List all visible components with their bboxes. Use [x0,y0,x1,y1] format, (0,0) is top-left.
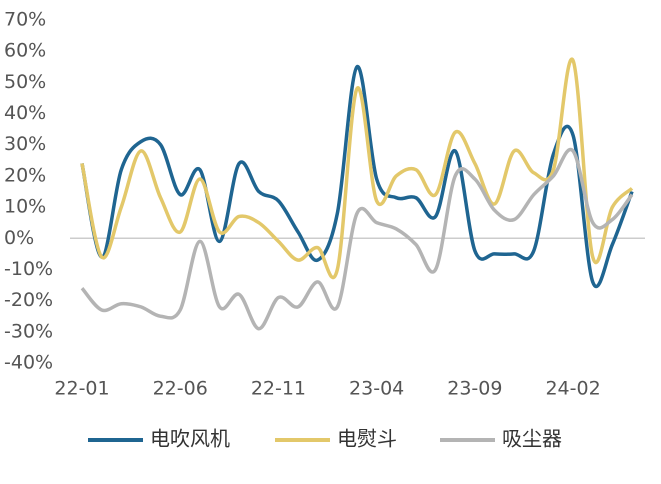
y-tick-label: 20% [4,164,46,186]
legend-label: 电熨斗 [337,427,397,451]
y-tick-label: 10% [4,196,46,218]
y-tick-label: -40% [4,352,53,374]
line [80,65,634,289]
y-tick-label: 0% [4,227,34,249]
y-tick-label: 30% [4,133,46,155]
x-tick-label: 22-01 [54,378,109,400]
legend-label: 电吹风机 [150,427,230,451]
legend-label: 吸尘器 [502,427,562,451]
y-tick-label: 40% [4,102,46,124]
y-tick-label: 50% [4,71,46,93]
x-tick-label: 23-09 [447,378,502,400]
y-tick-label: 60% [4,40,46,62]
x-tick-label: 24-02 [545,378,600,400]
line [80,147,634,331]
y-tick-label: -20% [4,289,53,311]
x-tick-label: 22-06 [153,378,208,400]
line [80,57,634,280]
x-tick-label: 23-04 [349,378,404,400]
y-tick-label: -30% [4,320,53,342]
y-tick-label: 70% [4,9,46,31]
x-tick-label: 22-11 [251,378,306,400]
y-tick-label: -10% [4,258,53,280]
